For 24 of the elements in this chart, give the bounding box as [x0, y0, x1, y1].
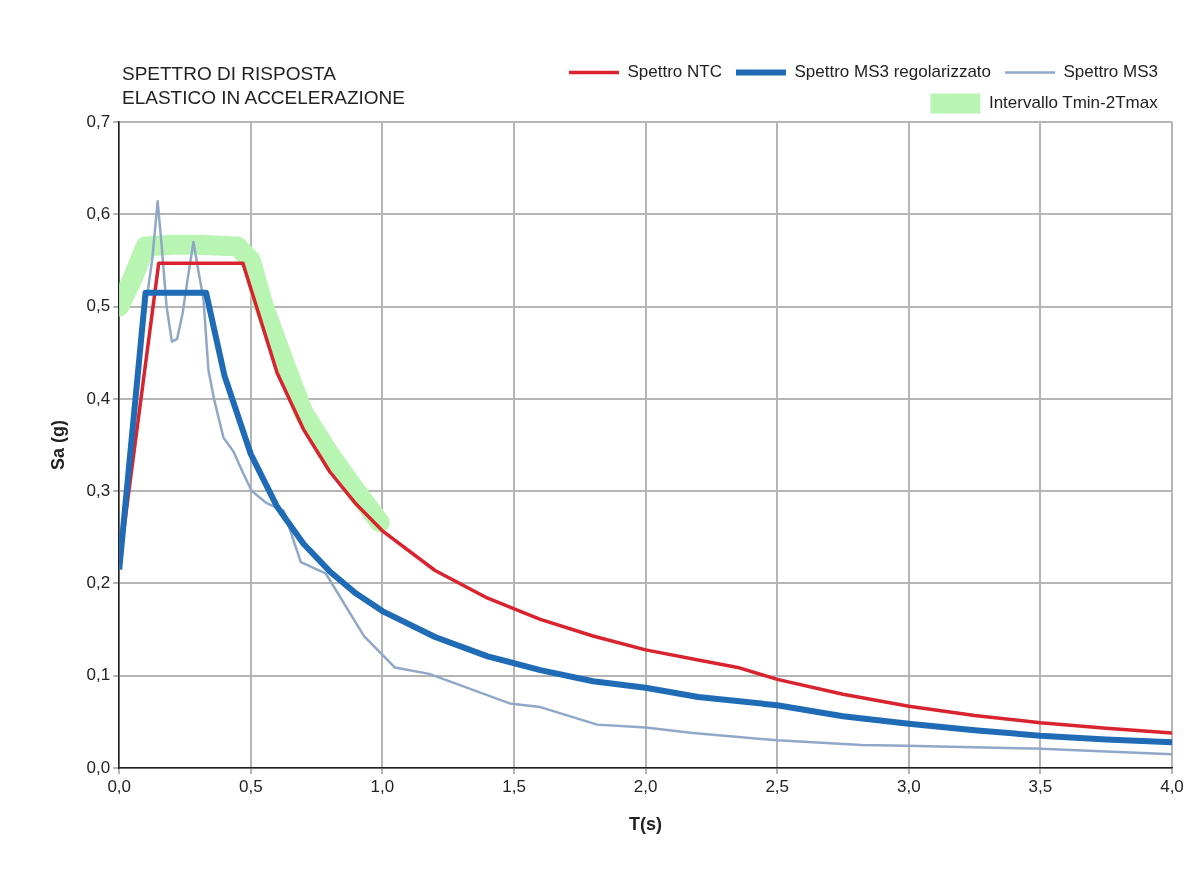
x-axis-title: T(s): [629, 814, 663, 835]
chart-title: SPETTRO DI RISPOSTA ELASTICO IN ACCELERAZIONE: [122, 62, 405, 110]
y-tick-label: 0,3: [86, 480, 111, 500]
legend-label: Spettro MS3: [1063, 62, 1159, 82]
legend-label: Spettro NTC: [627, 62, 722, 82]
x-tick-label: 3,0: [896, 776, 921, 796]
y-tick-label: 0,1: [86, 665, 111, 685]
x-tick-label: 1,5: [502, 776, 526, 796]
y-tick-label: 0,7: [86, 111, 111, 131]
x-tick-label: 0,0: [107, 776, 132, 796]
y-tick-label: 0,4: [86, 388, 111, 408]
legend-label: Intervallo Tmin-2Tmax: [988, 93, 1159, 113]
y-tick-label: 0,5: [86, 296, 111, 316]
y-axis-title: Sa (g): [47, 419, 68, 471]
x-tick-label: 0,5: [239, 776, 263, 796]
x-tick-label: 2,0: [633, 776, 658, 796]
x-tick-label: 3,5: [1028, 776, 1053, 796]
y-tick-label: 0,6: [86, 203, 111, 223]
y-tick-label: 0,0: [86, 757, 111, 777]
x-tick-label: 4,0: [1160, 776, 1184, 796]
x-tick-label: 1,0: [370, 776, 395, 796]
x-tick-label: 2,5: [765, 776, 790, 796]
legend-label: Spettro MS3 regolarizzato: [794, 62, 992, 82]
y-tick-label: 0,2: [86, 573, 111, 593]
